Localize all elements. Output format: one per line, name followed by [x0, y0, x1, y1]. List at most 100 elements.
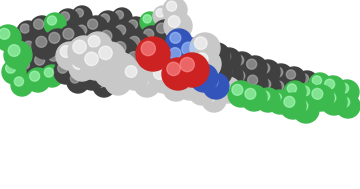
Circle shape [149, 63, 179, 93]
Circle shape [88, 36, 100, 47]
Circle shape [260, 91, 270, 101]
Circle shape [156, 52, 168, 63]
Circle shape [244, 72, 268, 96]
Circle shape [0, 25, 21, 51]
Circle shape [325, 79, 335, 89]
Circle shape [47, 16, 57, 25]
Circle shape [312, 76, 321, 85]
Circle shape [121, 62, 149, 90]
Circle shape [191, 49, 221, 79]
Circle shape [105, 69, 131, 95]
Circle shape [14, 77, 23, 86]
Circle shape [32, 33, 58, 59]
Circle shape [175, 53, 209, 87]
Circle shape [241, 85, 267, 111]
Circle shape [44, 13, 66, 35]
Circle shape [0, 28, 10, 39]
Circle shape [84, 69, 94, 79]
Circle shape [274, 81, 284, 91]
Circle shape [256, 60, 280, 84]
Circle shape [128, 52, 140, 63]
Circle shape [125, 66, 137, 77]
Circle shape [100, 14, 109, 23]
Circle shape [144, 29, 154, 39]
Circle shape [141, 41, 156, 56]
Circle shape [194, 37, 207, 50]
Circle shape [20, 38, 44, 62]
Circle shape [309, 73, 331, 95]
Circle shape [164, 12, 192, 40]
Circle shape [73, 58, 84, 69]
Circle shape [93, 75, 115, 97]
Circle shape [99, 64, 110, 75]
Circle shape [297, 100, 308, 111]
Circle shape [217, 48, 241, 72]
Circle shape [221, 51, 231, 61]
Circle shape [208, 62, 220, 73]
Circle shape [284, 96, 295, 107]
Circle shape [112, 8, 132, 28]
Circle shape [339, 97, 350, 107]
Circle shape [167, 62, 180, 76]
Circle shape [112, 22, 136, 46]
Circle shape [169, 48, 181, 59]
Circle shape [257, 76, 281, 100]
Circle shape [49, 51, 59, 61]
Circle shape [168, 16, 180, 27]
Circle shape [2, 60, 26, 84]
Circle shape [84, 32, 112, 60]
Circle shape [156, 9, 165, 17]
Circle shape [67, 71, 89, 93]
Circle shape [87, 19, 98, 29]
Circle shape [125, 17, 147, 39]
Circle shape [110, 38, 138, 66]
Circle shape [94, 42, 126, 74]
Circle shape [217, 63, 243, 89]
Circle shape [72, 6, 92, 26]
Circle shape [31, 52, 55, 76]
Circle shape [208, 46, 219, 57]
Circle shape [17, 57, 39, 79]
Circle shape [296, 71, 318, 93]
Circle shape [312, 88, 323, 99]
Circle shape [204, 43, 230, 69]
Circle shape [143, 15, 152, 23]
Circle shape [136, 37, 170, 71]
Circle shape [189, 79, 215, 105]
Circle shape [140, 26, 164, 50]
Circle shape [41, 65, 63, 87]
Circle shape [219, 80, 230, 91]
Circle shape [97, 27, 123, 53]
Circle shape [60, 12, 69, 21]
Circle shape [335, 80, 359, 104]
Circle shape [60, 46, 72, 57]
Circle shape [112, 57, 124, 70]
Circle shape [84, 16, 108, 40]
Circle shape [163, 0, 187, 22]
Circle shape [70, 74, 80, 83]
Circle shape [202, 88, 226, 112]
Circle shape [99, 46, 112, 60]
Circle shape [230, 67, 256, 93]
Circle shape [54, 60, 78, 84]
Circle shape [134, 71, 160, 97]
Circle shape [321, 76, 345, 100]
Circle shape [245, 88, 256, 99]
Circle shape [182, 42, 195, 56]
Circle shape [68, 36, 100, 68]
Circle shape [45, 29, 71, 55]
Circle shape [11, 74, 33, 96]
Circle shape [206, 91, 216, 101]
Circle shape [101, 30, 112, 41]
Circle shape [36, 36, 47, 47]
Circle shape [57, 9, 79, 31]
Circle shape [193, 82, 204, 93]
Circle shape [269, 64, 293, 88]
Circle shape [20, 60, 30, 69]
Circle shape [138, 74, 149, 85]
Circle shape [33, 19, 44, 29]
Circle shape [97, 11, 119, 33]
Circle shape [300, 86, 310, 96]
Circle shape [287, 84, 297, 93]
Circle shape [69, 55, 95, 81]
